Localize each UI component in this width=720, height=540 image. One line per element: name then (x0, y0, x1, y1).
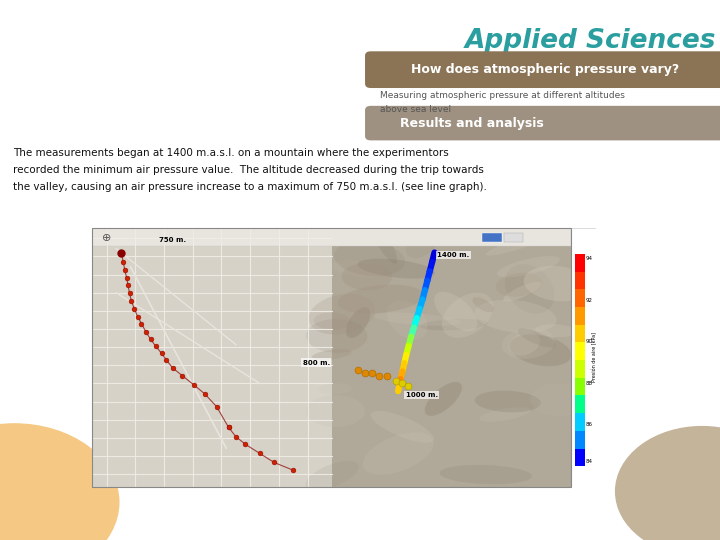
Circle shape (0, 424, 119, 540)
FancyBboxPatch shape (365, 106, 720, 140)
Text: Results and analysis: Results and analysis (400, 117, 544, 130)
Circle shape (616, 427, 720, 540)
Bar (92, 228, 571, 487)
Text: The measurements began at 1400 m.a.s.l. on a mountain where the experimentors
re: The measurements began at 1400 m.a.s.l. … (13, 148, 487, 192)
Text: Measuring atmospheric pressure at different altitudes
above sea level: Measuring atmospheric pressure at differ… (380, 91, 625, 114)
Text: Applied Sciences: Applied Sciences (464, 28, 716, 53)
FancyBboxPatch shape (365, 51, 720, 88)
Text: How does atmospheric pressure vary?: How does atmospheric pressure vary? (411, 63, 680, 76)
